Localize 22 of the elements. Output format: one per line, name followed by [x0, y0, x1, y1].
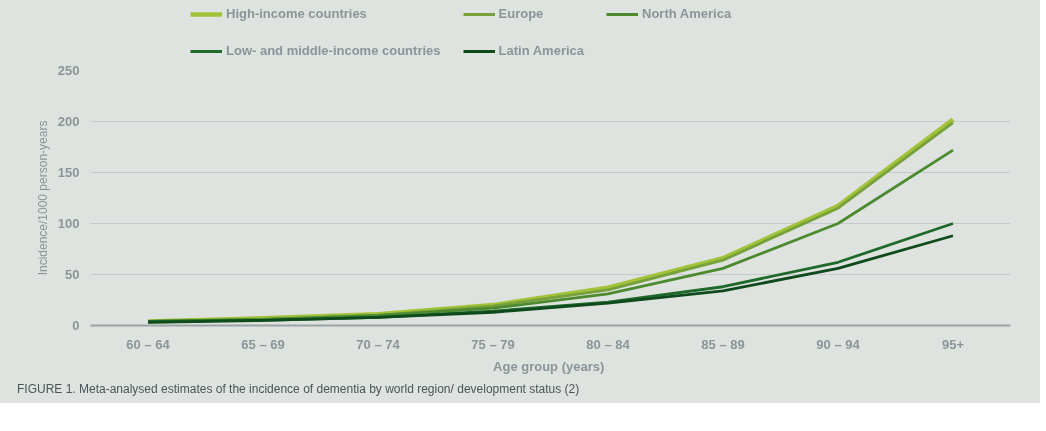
x-tick-label: 75 – 79 [471, 336, 515, 352]
x-tick-label: 65 – 69 [241, 336, 285, 352]
y-axis-title: Incidence/1000 person-years [35, 120, 50, 276]
y-tick-label: 0 [72, 318, 80, 333]
legend-label: Low- and middle-income countries [226, 43, 441, 58]
x-tick-label: 80 – 84 [586, 336, 631, 352]
legend-label: North America [642, 6, 732, 21]
x-tick-label: 85 – 89 [701, 336, 745, 352]
legend-label: Latin America [498, 43, 585, 58]
y-tick-label: 50 [65, 267, 80, 282]
legend-label: High-income countries [226, 6, 367, 21]
y-tick-label: 200 [57, 114, 80, 129]
x-tick-label: 90 – 94 [816, 336, 861, 352]
y-tick-label: 150 [57, 165, 80, 180]
x-tick-label: 95+ [941, 336, 965, 352]
x-tick-label: 60 – 64 [126, 336, 171, 352]
legend-label: Europe [498, 6, 544, 21]
x-axis-title: Age group (years) [493, 358, 605, 374]
x-tick-label: 70 – 74 [356, 336, 401, 352]
caption: FIGURE 1. Meta-analysed estimates of the incidence of dementia by world region/ development status (2) [17, 381, 580, 398]
y-tick-label: 250 [57, 63, 80, 78]
y-tick-label: 100 [57, 216, 80, 231]
